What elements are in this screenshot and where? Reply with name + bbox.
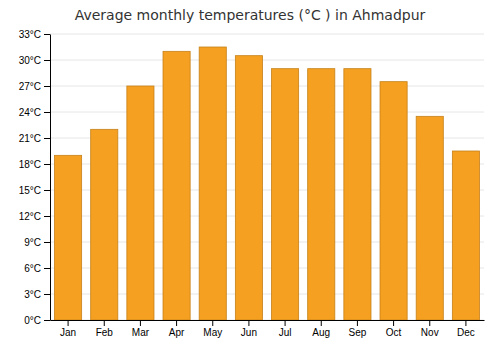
y-tick-mark [44,60,50,61]
x-tick: May [203,320,222,338]
grid-line [50,112,484,113]
y-tick-label: 0°C [24,315,41,326]
x-tick-mark [140,320,141,326]
x-tick-mark [248,320,249,326]
y-tick-mark [44,86,50,87]
x-tick: Aug [312,320,330,338]
plot-area: 0°C 3°C 6°C 9°C 12°C 15°C 18°C 21°C 24°C 27°C 30°C… [19,29,485,338]
y-tick-mark [44,164,50,165]
bar [55,155,82,320]
bar [380,82,407,320]
x-tick-label: May [203,327,222,338]
grid-line [50,34,484,35]
bars [55,47,480,320]
y-tick-label: 30°C [19,55,41,66]
x-tick-label: Jan [60,327,76,338]
x-tick: Oct [386,320,402,338]
y-tick-label: 3°C [24,289,41,300]
y-tick-label: 9°C [24,237,41,248]
x-tick-label: Feb [96,327,114,338]
x-tick-label: Oct [386,327,402,338]
y-axis: 0°C 3°C 6°C 9°C 12°C 15°C 18°C 21°C 24°C 27°C 30°C… [19,29,51,326]
x-tick-label: Dec [457,327,475,338]
bar [452,151,479,320]
x-tick: Jun [241,320,257,338]
y-tick: 24°C [19,107,50,118]
x-axis-line [51,320,485,321]
bar [272,69,299,320]
y-tick-mark [44,216,50,217]
x-tick: Nov [421,320,439,338]
y-tick: 18°C [19,159,50,170]
x-axis: Jan Feb Mar Apr May Jun Jul Aug Sep Oct Nov Dec [51,320,485,338]
bar [199,47,226,320]
y-tick: 6°C [24,263,50,274]
y-tick: 30°C [19,55,50,66]
x-tick-mark [357,320,358,326]
y-tick: 3°C [24,289,50,300]
grid-line [50,60,484,61]
x-tick-label: Apr [169,327,185,338]
x-tick-mark [176,320,177,326]
x-tick-label: Mar [132,327,150,338]
x-tick: Dec [457,320,475,338]
x-tick: Feb [96,320,114,338]
bar [416,116,443,320]
y-tick: 9°C [24,237,50,248]
bar [235,56,262,320]
x-tick-label: Aug [312,327,330,338]
y-tick: 27°C [19,81,50,92]
y-tick-label: 6°C [24,263,41,274]
bar [127,86,154,320]
y-tick-label: 15°C [19,185,41,196]
x-tick-mark [212,320,213,326]
y-tick: 0°C [24,315,50,326]
bar [91,129,118,320]
chart-title: Average monthly temperatures (°C ) in Ah… [75,7,426,23]
y-tick-mark [44,294,50,295]
y-tick-mark [44,112,50,113]
chart-container: Average monthly temperatures (°C ) in Ah… [0,0,500,350]
y-tick-label: 18°C [19,159,41,170]
bar [344,69,371,320]
y-tick: 21°C [19,133,50,144]
grid-line [50,86,484,87]
x-tick-label: Nov [421,327,439,338]
y-tick-mark [44,268,50,269]
y-tick-mark [44,242,50,243]
bar [163,51,190,320]
chart-svg: Average monthly temperatures (°C ) in Ah… [0,0,500,350]
x-tick-mark [104,320,105,326]
y-tick: 12°C [19,211,50,222]
y-tick-mark [44,320,50,321]
y-tick-label: 12°C [19,211,41,222]
x-tick: Sep [349,320,367,338]
x-tick-mark [429,320,430,326]
y-tick-mark [44,34,50,35]
y-tick-label: 27°C [19,81,41,92]
x-tick-label: Sep [349,327,367,338]
bar [308,69,335,320]
x-tick-mark [393,320,394,326]
x-tick: Mar [132,320,150,338]
x-tick-mark [465,320,466,326]
x-tick-label: Jul [279,327,292,338]
x-tick: Jan [60,320,76,338]
y-tick-mark [44,190,50,191]
y-tick: 33°C [19,29,50,40]
y-tick-label: 21°C [19,133,41,144]
y-tick-label: 33°C [19,29,41,40]
y-tick-label: 24°C [19,107,41,118]
grid [50,34,484,320]
x-tick: Jul [279,320,292,338]
y-axis-line [50,35,51,321]
x-tick-mark [321,320,322,326]
x-tick-mark [68,320,69,326]
x-tick-mark [285,320,286,326]
y-tick: 15°C [19,185,50,196]
y-tick-mark [44,138,50,139]
x-tick: Apr [169,320,185,338]
x-tick-label: Jun [241,327,257,338]
